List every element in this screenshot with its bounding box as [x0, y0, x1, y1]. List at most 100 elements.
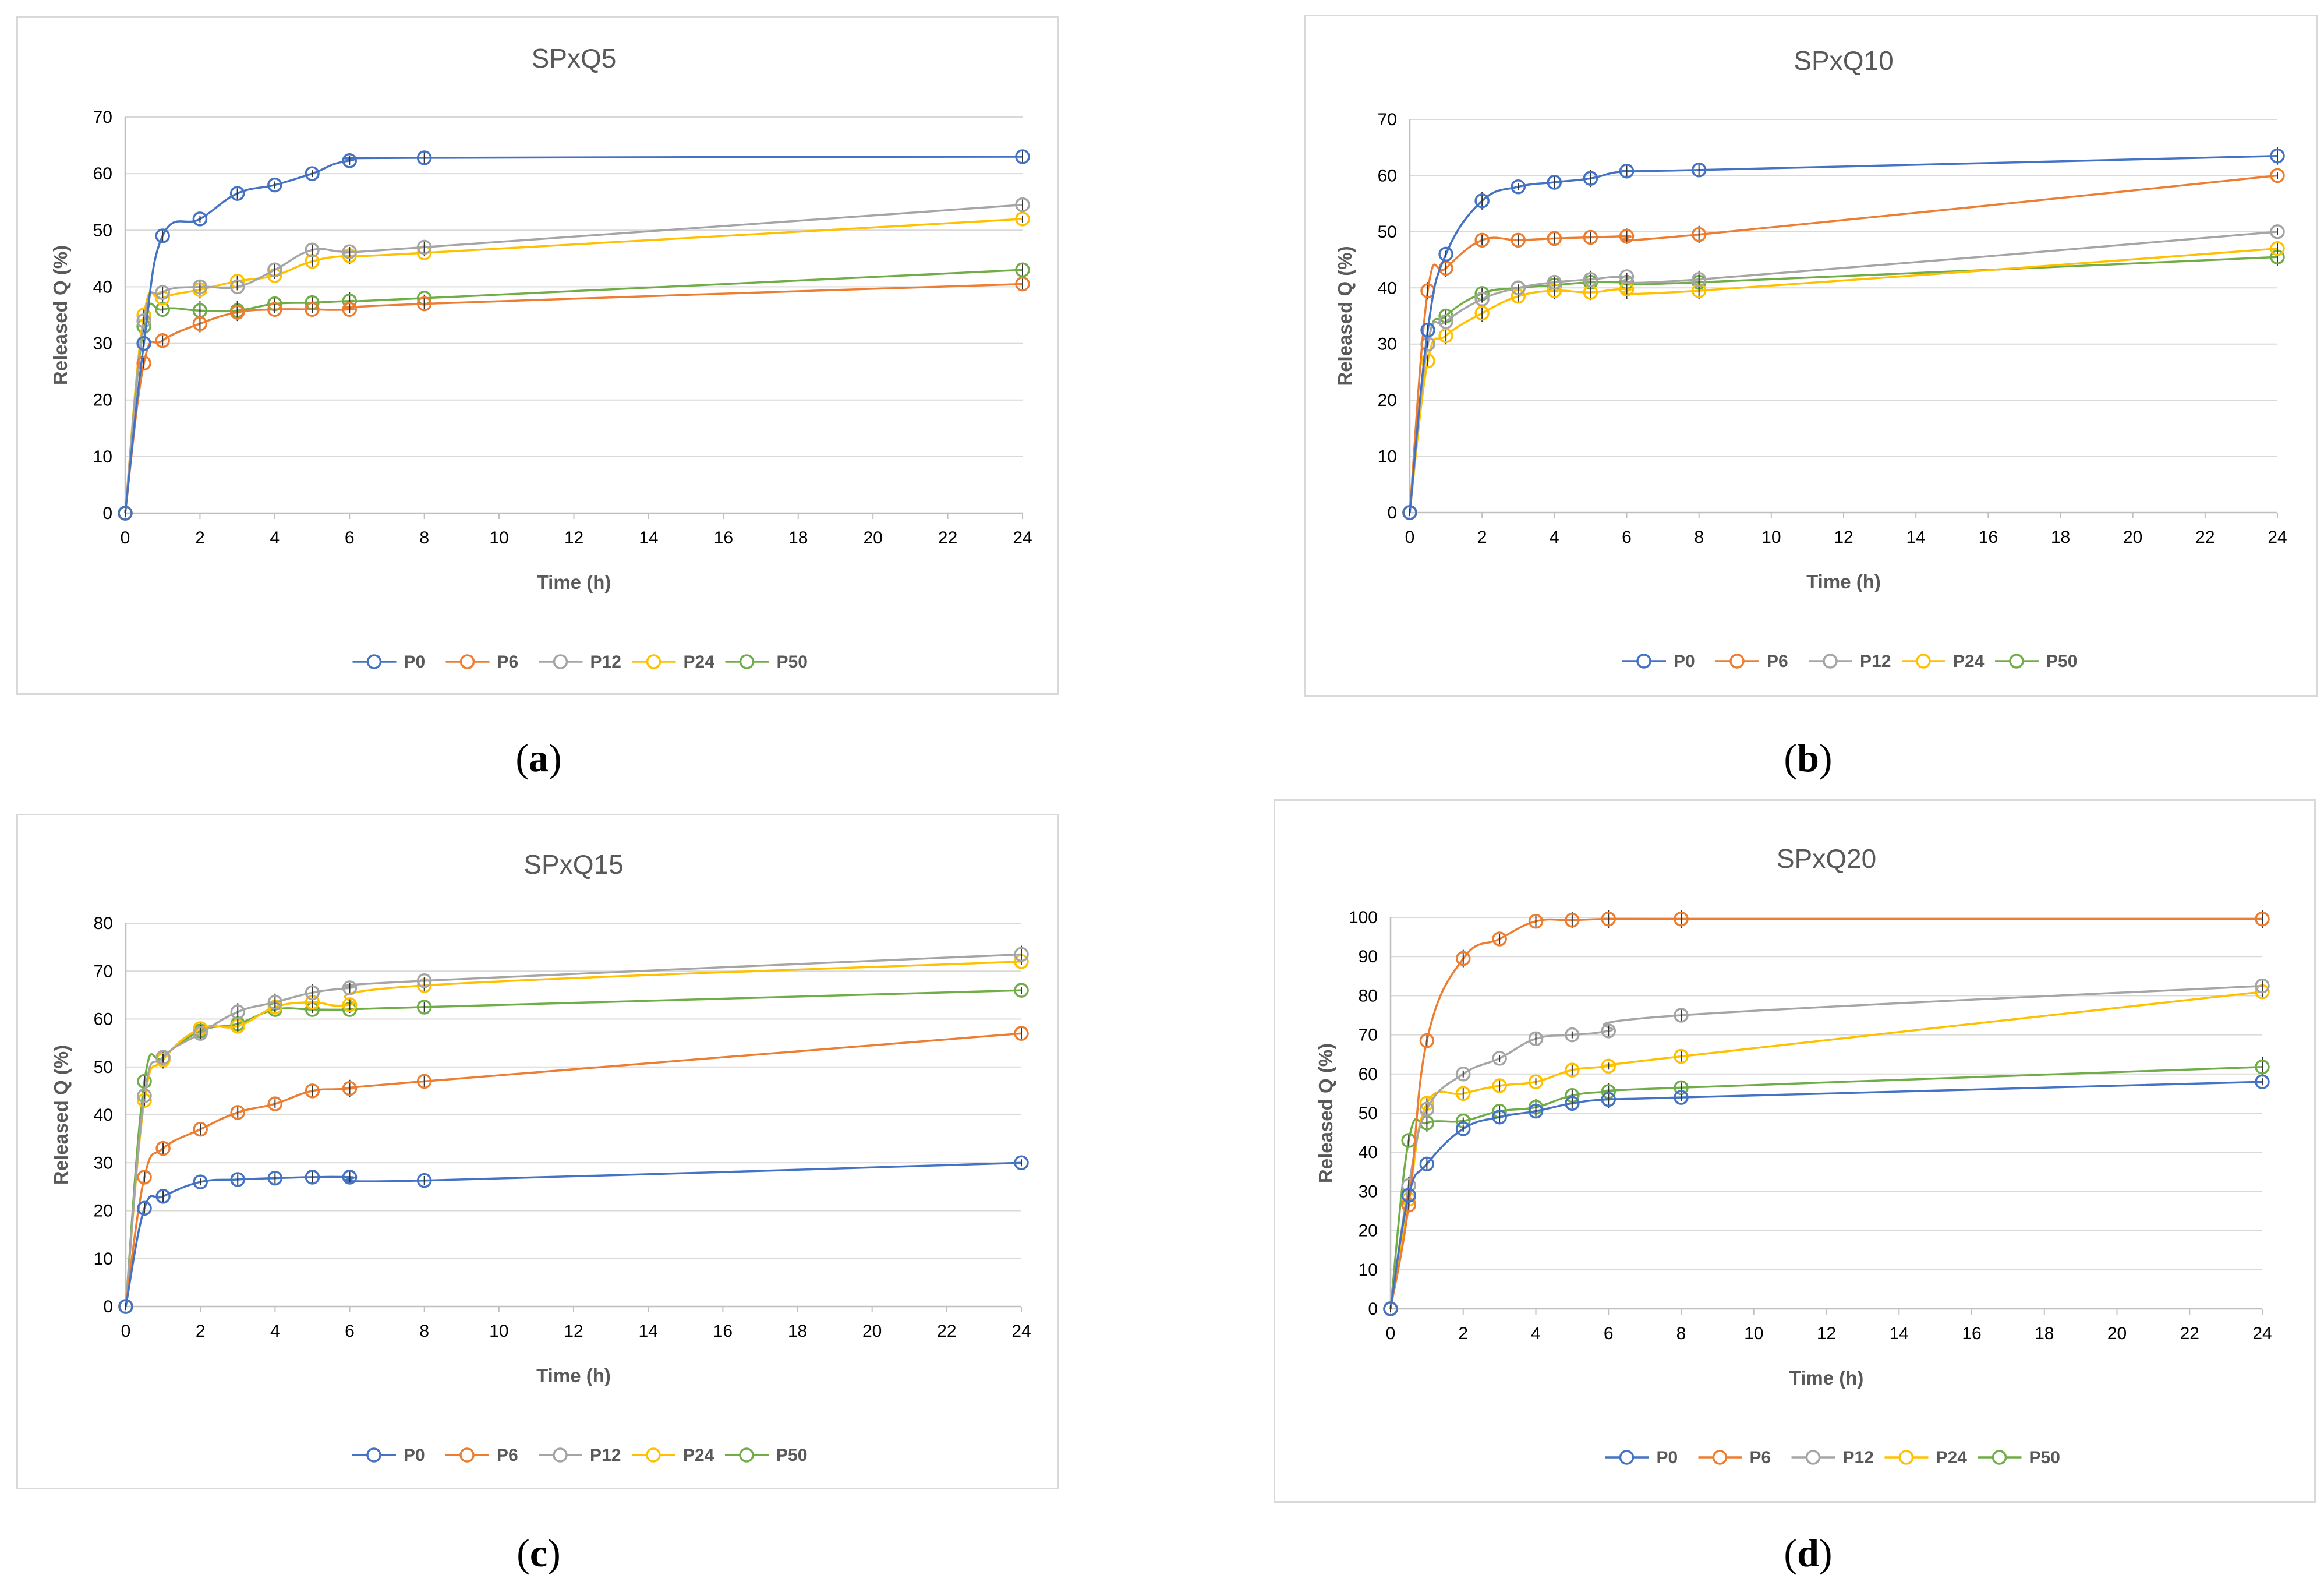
x-tick-label: 8	[1694, 528, 1704, 547]
data-point-P0	[192, 211, 208, 227]
x-tick-label: 22	[938, 528, 957, 548]
data-point-P24	[2270, 241, 2285, 256]
x-tick-label: 16	[1979, 528, 1998, 547]
data-point-P0	[1528, 1103, 1544, 1119]
data-point-P12	[1014, 947, 1029, 962]
legend-marker-P24	[646, 654, 662, 669]
legend-label-P0: P0	[404, 652, 426, 672]
data-point-P24	[1565, 1062, 1580, 1078]
data-point-P12	[416, 239, 432, 255]
series-line-P6	[124, 283, 1023, 514]
legend-label-P0: P0	[1674, 652, 1695, 671]
data-point-P6	[1492, 931, 1507, 947]
legend-label-P12: P12	[590, 652, 621, 672]
x-tick-label: 14	[638, 1322, 657, 1341]
legend-item-P50: P50	[1978, 1448, 2060, 1467]
series-P24	[118, 211, 1030, 521]
data-point-P12	[1619, 269, 1635, 284]
x-tick-label: 18	[2035, 1324, 2054, 1343]
data-point-P0	[1419, 1156, 1435, 1172]
x-tick-label: 4	[270, 528, 280, 548]
y-tick-label: 20	[94, 1202, 113, 1221]
legend-label-P50: P50	[776, 1446, 807, 1465]
series-P50	[118, 983, 1029, 1314]
x-tick-label: 12	[1817, 1324, 1836, 1343]
x-tick-label: 6	[345, 528, 355, 548]
data-point-P12	[155, 1050, 171, 1065]
series-line-P0	[125, 1161, 1022, 1307]
data-point-P12	[1474, 291, 1490, 307]
series-P0	[118, 1155, 1029, 1314]
series-line-P24	[124, 218, 1023, 514]
y-tick-label: 20	[93, 391, 112, 410]
y-tick-label: 0	[1387, 503, 1397, 522]
legend-label-P12: P12	[590, 1446, 621, 1465]
y-tick-label: 60	[1378, 166, 1397, 185]
data-point-P0	[305, 166, 320, 181]
data-point-P6	[267, 302, 282, 317]
series-P6	[1402, 168, 2285, 520]
data-point-P6	[193, 1121, 208, 1137]
data-point-P12	[1511, 280, 1526, 296]
x-tick-label: 0	[1386, 1324, 1396, 1343]
data-point-P24	[1492, 1078, 1507, 1093]
series-P24	[1402, 241, 2285, 520]
data-point-P6	[1547, 231, 1562, 246]
legend-marker-P12	[1805, 1450, 1821, 1465]
x-tick-label: 24	[1011, 1322, 1031, 1341]
data-point-P12	[193, 1026, 208, 1041]
legend-marker-P50	[739, 654, 755, 669]
series-P0	[1383, 1074, 2270, 1316]
data-point-P0	[137, 1200, 152, 1216]
legend-item-P0: P0	[352, 1446, 425, 1465]
y-tick-label: 70	[93, 108, 112, 127]
x-tick-label: 10	[1744, 1324, 1763, 1343]
y-tick-label: 30	[1359, 1182, 1378, 1201]
x-tick-label: 8	[419, 1322, 429, 1341]
panel-label-b: (b)	[1784, 736, 1833, 780]
x-tick-label: 10	[489, 528, 508, 548]
data-point-P0	[342, 1170, 358, 1185]
legend-label-P24: P24	[684, 652, 715, 672]
series-line-P24	[125, 961, 1022, 1307]
series-line-P0	[124, 156, 1023, 514]
data-point-P0	[1547, 175, 1562, 190]
series-P12	[1402, 224, 2285, 520]
data-point-P6	[1528, 913, 1544, 929]
x-axis-label: Time (h)	[537, 571, 611, 593]
legend-marker-P6	[459, 1447, 475, 1463]
legend-item-P50: P50	[725, 1446, 807, 1465]
x-tick-label: 12	[564, 1322, 583, 1341]
chart-title-a: SPxQ5	[532, 43, 617, 73]
x-tick-label: 4	[270, 1322, 280, 1341]
x-tick-label: 6	[1622, 528, 1632, 547]
data-point-P12	[1528, 1031, 1544, 1047]
x-tick-label: 14	[1890, 1324, 1909, 1343]
data-point-P0	[1014, 1155, 1029, 1170]
x-tick-label: 22	[2180, 1324, 2199, 1343]
legend-item-P6: P6	[1715, 652, 1788, 671]
data-point-P0	[2270, 148, 2285, 164]
y-tick-label: 40	[1359, 1143, 1378, 1162]
legend-item-P12: P12	[539, 652, 621, 672]
legend-label-P12: P12	[1843, 1448, 1874, 1467]
y-tick-label: 10	[94, 1249, 113, 1269]
series-line-P6	[1389, 917, 2262, 1309]
legend-marker-P50	[2009, 654, 2024, 669]
x-tick-label: 12	[1834, 528, 1853, 547]
data-point-P50	[1014, 983, 1029, 998]
data-point-P12	[1547, 274, 1562, 290]
panel-label-d: (d)	[1784, 1531, 1833, 1575]
x-axis-label: Time (h)	[1789, 1367, 1864, 1389]
y-tick-label: 40	[94, 1106, 113, 1125]
data-point-P24	[1015, 211, 1030, 227]
legend-item-P12: P12	[539, 1446, 621, 1465]
data-point-P6	[1015, 276, 1030, 292]
data-point-P50	[1015, 262, 1030, 278]
x-tick-label: 4	[1531, 1324, 1541, 1343]
legend-label-P12: P12	[1860, 652, 1891, 671]
data-point-P0	[2255, 1074, 2270, 1089]
legend-item-P24: P24	[1902, 652, 1985, 671]
series-P0	[118, 149, 1030, 521]
x-tick-label: 0	[121, 1322, 131, 1341]
